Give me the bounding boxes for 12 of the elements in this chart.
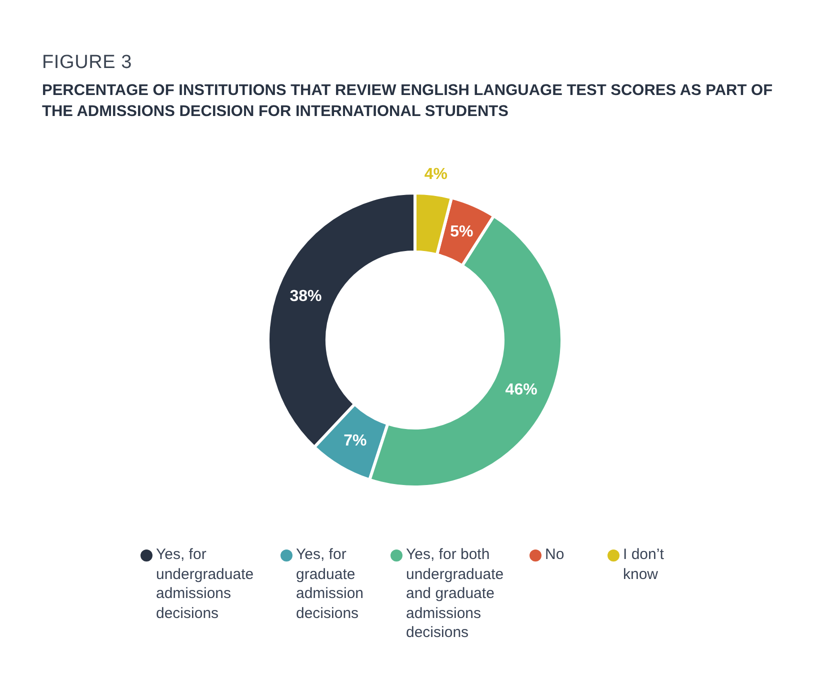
legend-label: I don’t know: [623, 546, 664, 582]
data-label: 4%: [424, 166, 448, 183]
legend-label: Yes, for undergraduate admissions decisions: [156, 546, 254, 622]
data-label: 7%: [344, 432, 367, 450]
data-label: 5%: [450, 224, 474, 241]
data-label: 38%: [290, 288, 322, 306]
data-label: 46%: [505, 382, 538, 399]
caption: FIGURE 3: [42, 52, 132, 73]
legend-label: No: [545, 546, 564, 563]
chart-title: PERCENTAGE OF INSTITUTIONS THAT REVIEW ENGLISH LANGUAGE TEST SCORES AS PART OF THE ADMISSIONS DECISION FOR INTERNATIONAL STUDENTS: [42, 82, 773, 120]
legend-label: Yes, for graduate admission decisions: [296, 546, 364, 622]
legend-label: Yes, for both undergraduate and graduate admissions decisions: [406, 546, 504, 641]
